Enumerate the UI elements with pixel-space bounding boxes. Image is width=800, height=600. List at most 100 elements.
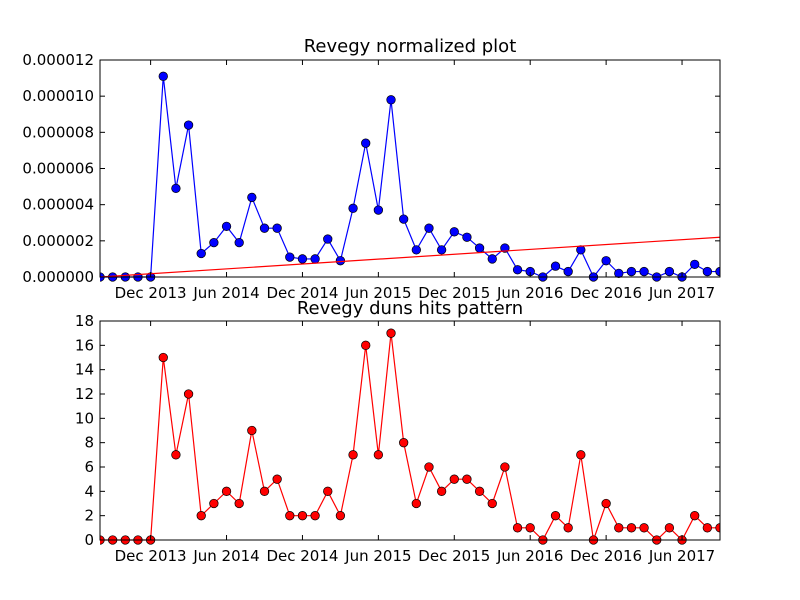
data-point bbox=[500, 243, 510, 253]
data-point bbox=[690, 259, 700, 269]
x-tick-label: Jun 2014 bbox=[192, 284, 259, 302]
y-tick-label: 0.000010 bbox=[22, 87, 94, 105]
data-point bbox=[525, 523, 535, 533]
data-point bbox=[348, 203, 358, 213]
y-tick-label: 0 bbox=[84, 531, 94, 549]
data-point bbox=[183, 389, 194, 399]
data-point bbox=[399, 438, 409, 448]
data-point bbox=[702, 266, 712, 277]
x-tick-label: Dec 2013 bbox=[115, 284, 187, 302]
data-point bbox=[411, 245, 421, 255]
trend-line bbox=[100, 236, 720, 278]
data-point bbox=[639, 523, 649, 533]
data-point bbox=[285, 252, 295, 262]
data-point bbox=[297, 511, 308, 521]
data-point bbox=[424, 223, 434, 233]
data-point bbox=[183, 120, 194, 130]
data-point bbox=[614, 523, 624, 533]
data-point bbox=[272, 474, 282, 484]
data-point bbox=[399, 214, 409, 224]
data-point bbox=[424, 462, 434, 472]
data-point bbox=[209, 498, 219, 509]
normalized-plot-panel: Revegy normalized plot 0.000000 0.000002 0… bbox=[22, 36, 721, 302]
data-point bbox=[512, 265, 523, 275]
data-point bbox=[614, 268, 624, 279]
data-point bbox=[335, 256, 346, 266]
chart-title: Revegy duns hits pattern bbox=[297, 298, 523, 319]
plot-area bbox=[100, 71, 720, 282]
x-tick-label: Jun 2016 bbox=[496, 284, 563, 302]
data-point bbox=[715, 266, 720, 277]
data-point bbox=[373, 205, 384, 215]
y-tick-label: 0.000006 bbox=[22, 160, 94, 178]
data-point bbox=[361, 340, 371, 350]
y-tick-label: 0.000002 bbox=[22, 232, 94, 250]
chart-title: Revegy normalized plot bbox=[304, 36, 517, 57]
data-point bbox=[664, 523, 675, 533]
data-point bbox=[474, 486, 485, 496]
x-tick-label: Jun 2014 bbox=[192, 547, 259, 565]
data-point bbox=[323, 234, 333, 244]
data-point bbox=[234, 237, 244, 248]
data-point bbox=[285, 511, 295, 521]
data-point bbox=[449, 227, 459, 237]
x-tick-label: Dec 2015 bbox=[418, 547, 490, 565]
data-point bbox=[221, 486, 232, 496]
data-point bbox=[158, 352, 168, 363]
y-tick-label: 2 bbox=[84, 507, 94, 525]
data-point bbox=[361, 138, 371, 148]
data-point bbox=[310, 511, 320, 521]
data-point bbox=[487, 498, 497, 509]
y-tick-label: 8 bbox=[84, 434, 94, 452]
data-point bbox=[234, 498, 244, 509]
data-point bbox=[474, 243, 485, 253]
x-tick-label: Dec 2016 bbox=[570, 547, 642, 565]
series-line bbox=[100, 76, 720, 279]
data-point bbox=[247, 192, 257, 203]
x-tick-label: Dec 2014 bbox=[266, 547, 338, 565]
x-tick-label: Jun 2017 bbox=[648, 284, 715, 302]
data-point bbox=[512, 523, 523, 533]
data-point bbox=[297, 254, 308, 264]
y-tick-label: 18 bbox=[75, 312, 94, 330]
data-point bbox=[715, 523, 720, 533]
x-tick-label: Jun 2016 bbox=[496, 547, 563, 565]
data-point bbox=[487, 254, 497, 264]
y-tick-label: 0.000004 bbox=[22, 196, 94, 214]
data-point bbox=[550, 511, 561, 521]
data-point bbox=[335, 511, 346, 521]
data-point bbox=[626, 523, 637, 533]
x-tick-label: Dec 2014 bbox=[266, 284, 338, 302]
data-point bbox=[601, 498, 611, 509]
x-tick-label: Dec 2015 bbox=[418, 284, 490, 302]
data-point bbox=[449, 474, 459, 484]
data-point bbox=[272, 223, 282, 233]
data-point bbox=[601, 256, 611, 266]
data-point bbox=[259, 486, 270, 496]
series-line bbox=[100, 333, 720, 541]
data-point bbox=[462, 232, 472, 242]
data-point bbox=[690, 511, 700, 521]
y-tick-label: 6 bbox=[84, 458, 94, 476]
y-tick-label: 10 bbox=[75, 409, 94, 427]
data-point bbox=[221, 221, 232, 232]
x-tick-label: Jun 2015 bbox=[344, 284, 411, 302]
data-point bbox=[563, 523, 573, 533]
data-point bbox=[196, 511, 206, 521]
y-tick-label: 12 bbox=[75, 385, 94, 403]
data-point bbox=[664, 266, 675, 277]
duns-hits-panel: Revegy duns hits pattern 0 2 4 6 8 10 12 14 16 18… bbox=[75, 298, 721, 565]
data-point bbox=[209, 237, 219, 248]
axes-frame bbox=[99, 320, 721, 541]
data-point bbox=[576, 450, 586, 460]
data-point bbox=[310, 254, 320, 264]
y-tick-label: 0.000008 bbox=[22, 123, 94, 141]
y-tick-label: 0.000012 bbox=[22, 51, 94, 69]
data-point bbox=[259, 223, 270, 233]
y-tick-label: 14 bbox=[75, 361, 94, 379]
y-tick-label: 0.000000 bbox=[22, 268, 94, 286]
data-point bbox=[247, 425, 257, 436]
data-point bbox=[550, 261, 561, 271]
data-point bbox=[386, 328, 396, 338]
